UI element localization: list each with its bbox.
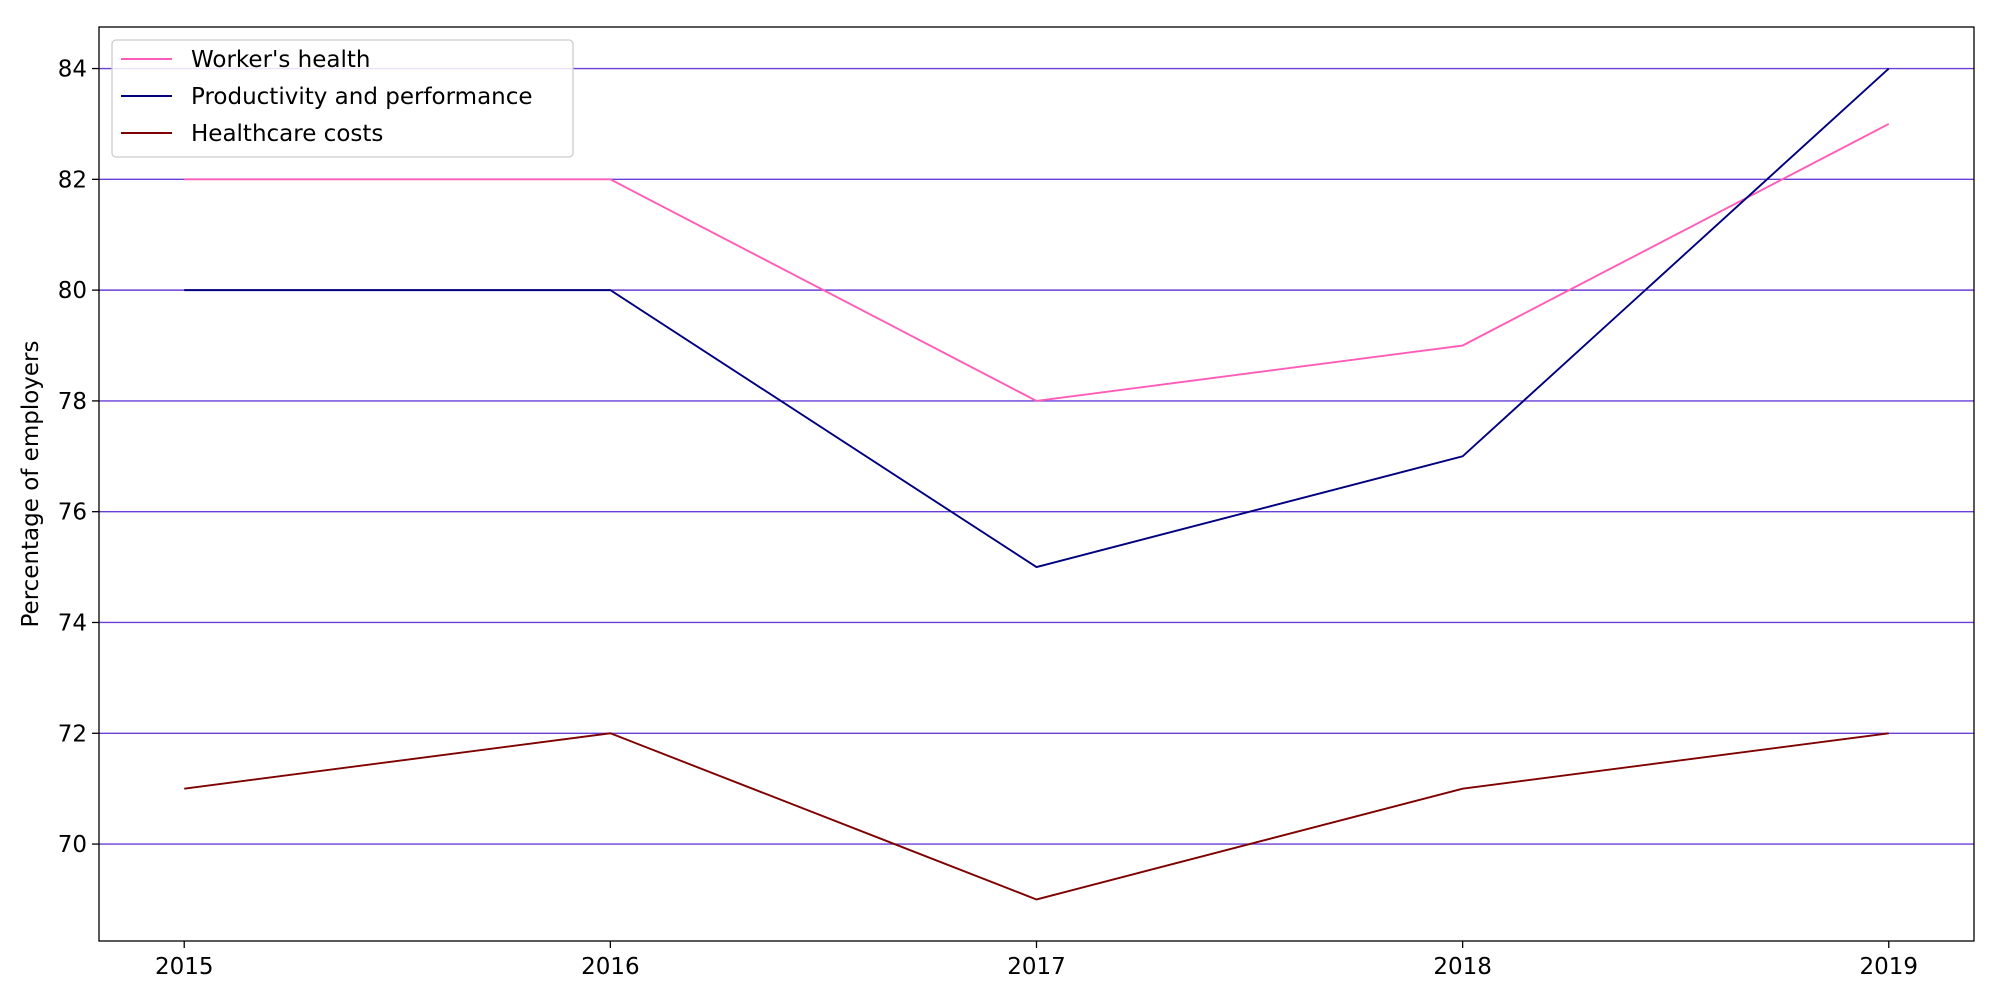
series-lines — [184, 67, 1890, 901]
x-tick-label: 2018 — [1433, 954, 1492, 980]
x-tick-label: 2015 — [155, 954, 214, 980]
y-tick-label: 84 — [58, 57, 87, 83]
y-tick-label: 72 — [58, 721, 87, 747]
legend-label-1: Productivity and performance — [191, 84, 533, 110]
series-line-2 — [184, 732, 1889, 901]
series-line-0 — [184, 123, 1890, 402]
legend-box — [111, 39, 574, 158]
x-tick-label: 2016 — [581, 954, 640, 980]
grid-lines — [99, 67, 1974, 845]
y-tick-label: 74 — [58, 610, 87, 636]
y-tick-label: 78 — [58, 389, 87, 415]
y-tick-label: 76 — [58, 500, 87, 526]
legend-label-2: Healthcare costs — [191, 121, 383, 147]
plot-area-frame — [98, 26, 1975, 942]
series-line-1 — [184, 67, 1890, 569]
y-tick-label: 80 — [58, 278, 87, 304]
y-tick-label: 70 — [58, 832, 87, 858]
axis-ticks: 70 72 74 76 78 80 82 84 2015 2016 2017 2018 2019 — [58, 57, 1918, 980]
legend: Worker's health Productivity and performa… — [111, 39, 574, 158]
y-axis-title: Percentage of employers — [18, 341, 44, 628]
y-tick-label: 82 — [58, 167, 87, 193]
x-tick-label: 2017 — [1007, 954, 1066, 980]
legend-label-0: Worker's health — [191, 47, 370, 73]
x-tick-label: 2019 — [1859, 954, 1918, 980]
